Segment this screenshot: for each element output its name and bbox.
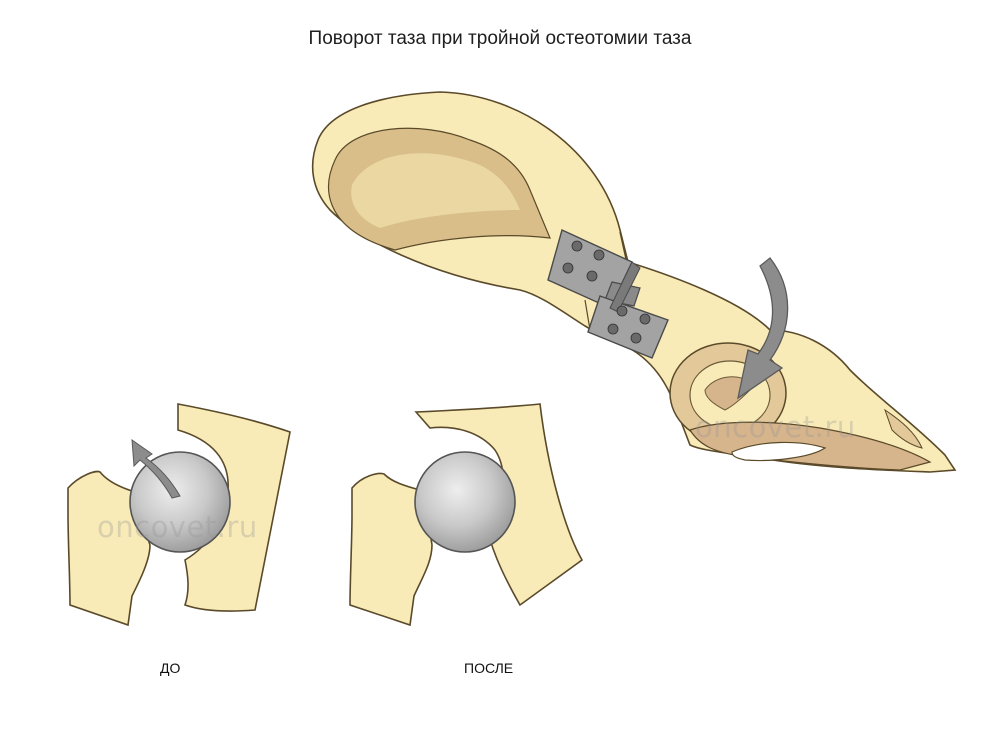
- rotation-arrow-large: [737, 257, 789, 400]
- obturator-foramen: [731, 441, 827, 462]
- hip-before: [67, 403, 291, 627]
- acetabulum-before: [177, 403, 291, 612]
- femoral-head-before: [129, 451, 231, 553]
- watermark-bottom: oncovet.ru: [97, 510, 258, 544]
- label-before: ДО: [160, 660, 181, 676]
- diagram-title: Поворот таза при тройной остеотомии таза: [308, 28, 692, 49]
- watermark-top: oncovet.ru: [695, 410, 856, 444]
- rotation-arrow-small: [131, 438, 181, 499]
- bone-plate: [547, 229, 669, 359]
- pelvis-bone: [311, 91, 957, 473]
- label-after: ПОСЛЕ: [464, 660, 514, 676]
- hip-after: [349, 403, 584, 627]
- femoral-head-after: [414, 451, 516, 553]
- plate-screws: [562, 240, 651, 344]
